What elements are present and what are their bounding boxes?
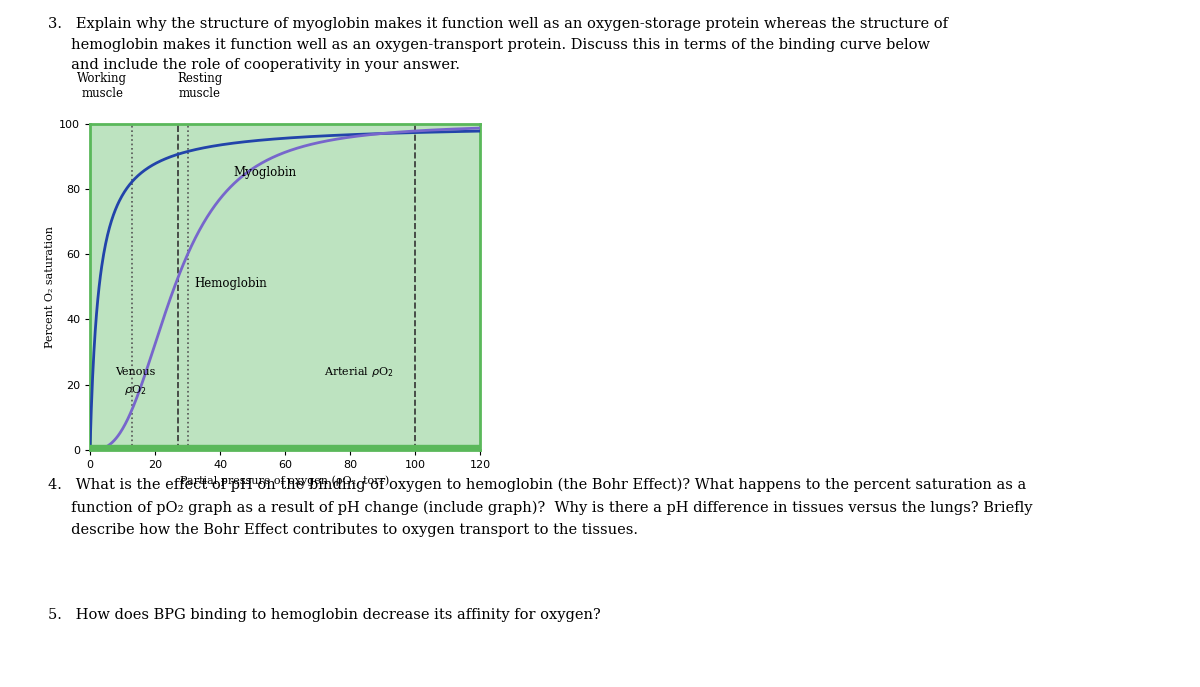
Text: Resting
muscle: Resting muscle — [176, 71, 222, 100]
Text: describe how the Bohr Effect contributes to oxygen transport to the tissues.: describe how the Bohr Effect contributes… — [48, 523, 638, 537]
Text: 3.   Explain why the structure of myoglobin makes it function well as an oxygen-: 3. Explain why the structure of myoglobi… — [48, 17, 948, 31]
Text: Myoglobin: Myoglobin — [233, 166, 296, 179]
Text: 4.   What is the effect of pH on the binding of oxygen to hemoglobin (the Bohr E: 4. What is the effect of pH on the bindi… — [48, 477, 1026, 492]
X-axis label: Partial pressure of oxygen (ρO₂, torr): Partial pressure of oxygen (ρO₂, torr) — [180, 475, 390, 486]
Text: hemoglobin makes it function well as an oxygen-transport protein. Discuss this i: hemoglobin makes it function well as an … — [48, 38, 930, 52]
Bar — [90, 445, 480, 450]
Text: Arterial $\rho$O$_2$: Arterial $\rho$O$_2$ — [324, 365, 394, 379]
Text: Venous: Venous — [115, 367, 156, 377]
Text: Hemoglobin: Hemoglobin — [194, 277, 266, 290]
Text: 5.   How does BPG binding to hemoglobin decrease its affinity for oxygen?: 5. How does BPG binding to hemoglobin de… — [48, 608, 601, 622]
Text: Working
muscle: Working muscle — [77, 71, 127, 100]
Y-axis label: Percent O₂ saturation: Percent O₂ saturation — [46, 226, 55, 348]
Text: $\rho$O$_2$: $\rho$O$_2$ — [125, 383, 146, 397]
Text: function of pO₂ graph as a result of pH change (include graph)?  Why is there a : function of pO₂ graph as a result of pH … — [48, 500, 1032, 515]
Text: and include the role of cooperativity in your answer.: and include the role of cooperativity in… — [48, 58, 460, 72]
